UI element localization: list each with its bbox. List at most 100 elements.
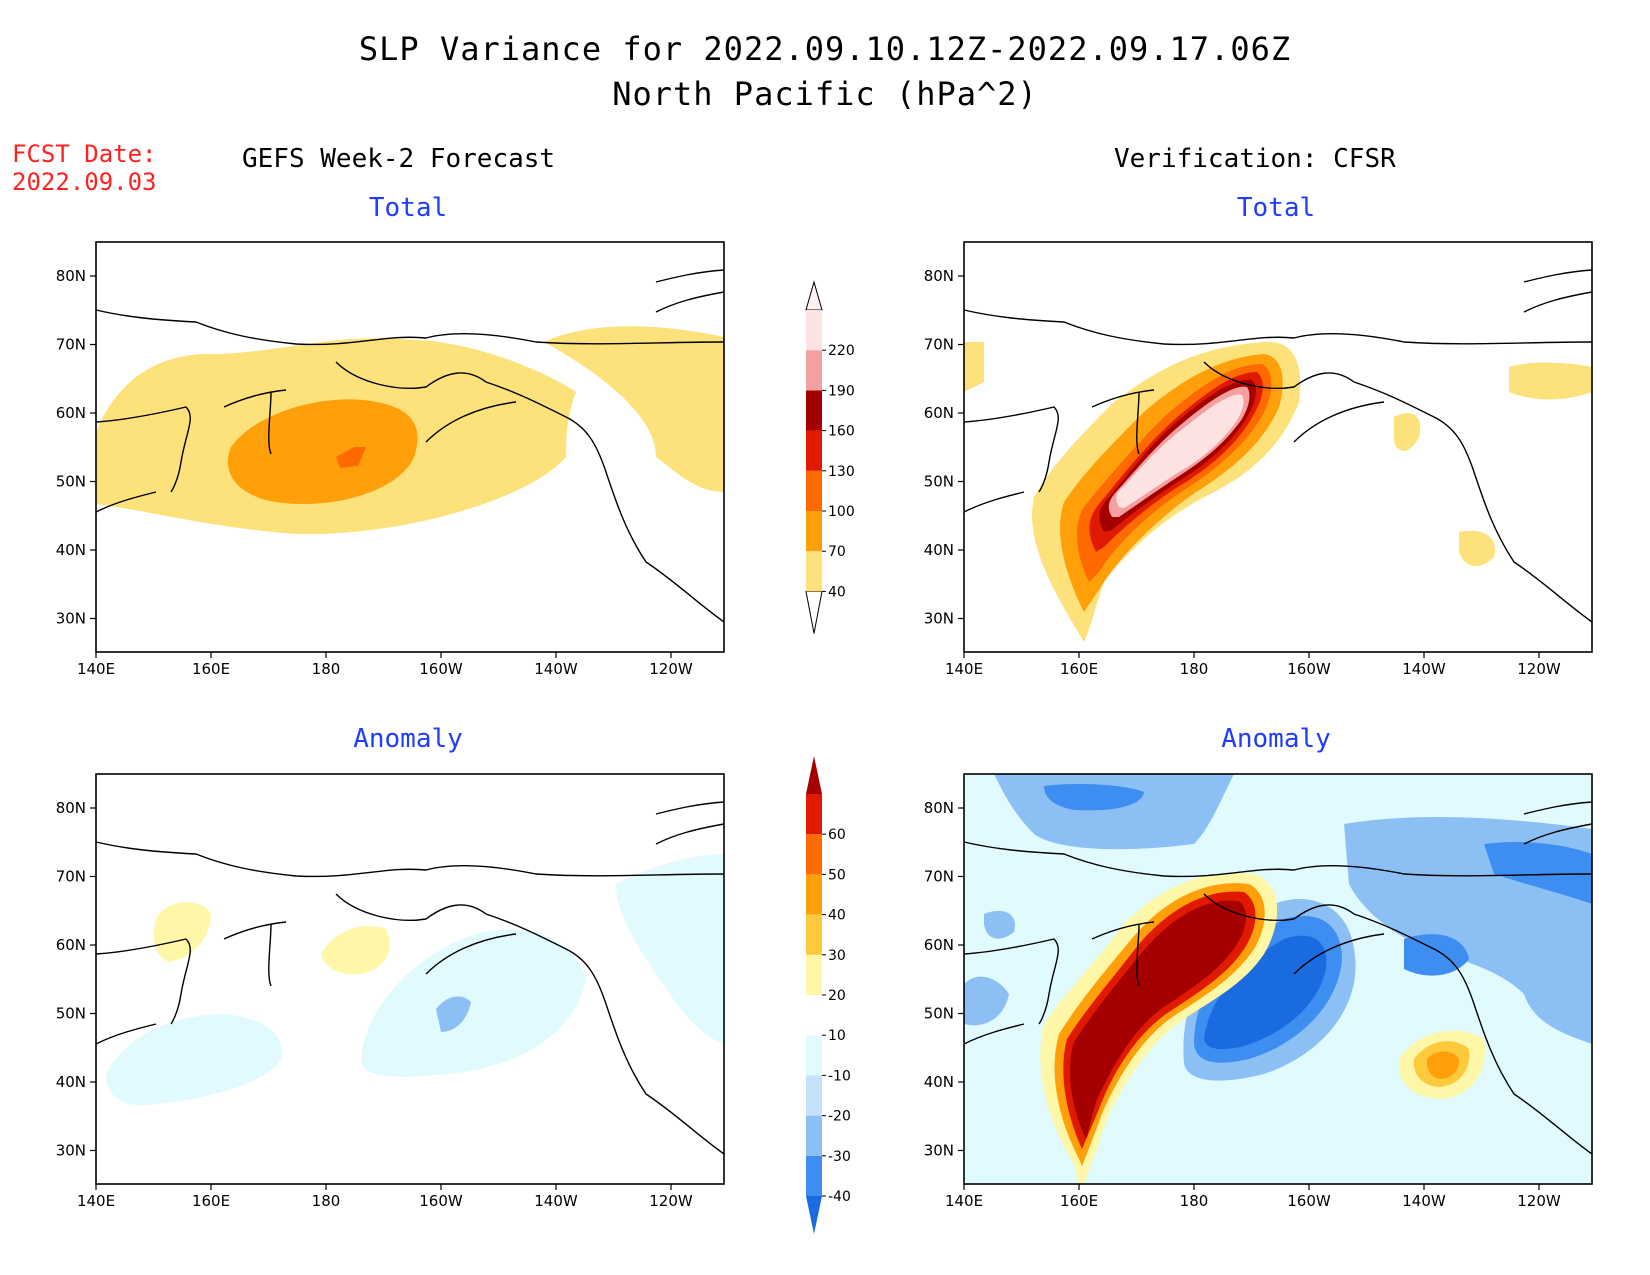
lon-label: 140W	[534, 1192, 578, 1210]
colorbar-bin	[806, 551, 822, 592]
panel-title-gefs-total: Total	[368, 193, 448, 223]
contour-10	[153, 902, 211, 962]
lat-label: 60N	[56, 404, 86, 422]
map-gefs-anomaly: 80N 70N 60N 50N 40N 30N 140E 160E 180 160W 140W 120…	[56, 773, 725, 1210]
contour-100	[336, 447, 366, 468]
contour-minus20	[436, 996, 471, 1032]
colorbar-label: -40	[828, 1189, 851, 1205]
colorbar-lower-tip	[806, 1196, 822, 1234]
lon-label: 140W	[1402, 1192, 1446, 1210]
lon-label: 160W	[1287, 1192, 1331, 1210]
forecast-date-value: 2022.09.03	[12, 168, 157, 196]
contour-minus10	[616, 854, 724, 1044]
lat-label: 30N	[56, 610, 86, 628]
colorbar-label: 50	[828, 867, 846, 883]
map-frame	[963, 773, 1593, 1185]
colorbar-label: 30	[828, 948, 846, 964]
coastline	[963, 269, 1593, 623]
contour-30	[1426, 1051, 1459, 1079]
panel-title-gefs-anomaly: Anomaly	[353, 724, 463, 754]
lat-label: 70N	[924, 336, 954, 354]
coastline	[95, 801, 725, 1155]
lon-label: 140W	[534, 660, 578, 678]
lon-label: 120W	[649, 660, 693, 678]
column-title-forecast: GEFS Week-2 Forecast	[242, 144, 556, 174]
colorbar-label: 70	[828, 544, 846, 560]
lat-label: 40N	[56, 1073, 86, 1091]
lon-label: 160W	[1287, 660, 1331, 678]
lon-label: 120W	[1517, 660, 1561, 678]
lon-label: 160W	[419, 660, 463, 678]
contour-70	[227, 399, 418, 505]
colorbar-bin	[806, 874, 822, 915]
colorbar-label: 10	[828, 1028, 846, 1044]
lon-label: 160E	[192, 1192, 230, 1210]
map-frame	[95, 773, 725, 1185]
colorbar-bin	[806, 1075, 822, 1116]
contour-40	[1459, 530, 1495, 567]
main-subtitle: North Pacific (hPa^2)	[612, 75, 1038, 113]
colorbar-total: 40 70 100 130 160 190 220	[805, 280, 855, 634]
column-title-verification: Verification: CFSR	[1114, 144, 1396, 174]
colorbar-bin	[806, 1035, 822, 1076]
colorbar-label: 190	[828, 383, 855, 399]
colorbar-label: -10	[828, 1068, 851, 1084]
contour-minus30	[1484, 842, 1592, 904]
map-frame	[95, 241, 725, 653]
contour-10	[321, 925, 390, 975]
colorbar-bin	[806, 430, 822, 471]
contour-minus30	[1404, 934, 1469, 976]
lat-label: 30N	[56, 1142, 86, 1160]
contour-40	[1509, 362, 1592, 400]
contour-40	[1394, 413, 1421, 451]
lon-label: 140W	[1402, 660, 1446, 678]
colorbar-bin	[806, 914, 822, 955]
contour-220	[1116, 394, 1244, 508]
colorbar-lower-tip	[805, 590, 823, 634]
lat-label: 40N	[56, 541, 86, 559]
colorbar-bin	[806, 954, 822, 995]
contour-minus30	[1044, 784, 1144, 811]
lat-label: 80N	[924, 267, 954, 285]
colorbar-bin	[806, 390, 822, 431]
colorbar-bin	[806, 834, 822, 875]
lat-label: 60N	[924, 936, 954, 954]
colorbar-bin	[806, 995, 822, 1036]
lat-label: 70N	[56, 336, 86, 354]
lat-label: 80N	[56, 799, 86, 817]
lon-label: 140E	[77, 1192, 115, 1210]
lon-label: 160E	[192, 660, 230, 678]
lat-label: 70N	[56, 868, 86, 886]
lon-label: 180	[1180, 1192, 1209, 1210]
lat-label: 40N	[924, 541, 954, 559]
lon-label: 180	[312, 660, 341, 678]
colorbar-label: 20	[828, 988, 846, 1004]
colorbar-label: 100	[828, 504, 855, 520]
contour-minus20	[964, 976, 1009, 1026]
lat-label: 50N	[56, 1005, 86, 1023]
lat-label: 30N	[924, 610, 954, 628]
colorbar-label: 130	[828, 464, 855, 480]
lat-label: 30N	[924, 1142, 954, 1160]
map-cfsr-total: 80N 70N 60N 50N 40N 30N 140E 160E 180 160W 140W 120…	[924, 241, 1593, 678]
contour-60	[1070, 900, 1247, 1139]
colorbar-label: -20	[828, 1109, 851, 1125]
lat-label: 80N	[56, 267, 86, 285]
contour-40	[544, 326, 724, 492]
lat-label: 50N	[924, 473, 954, 491]
colorbar-bin	[806, 310, 822, 351]
colorbar-bin	[806, 470, 822, 511]
lat-label: 60N	[56, 936, 86, 954]
colorbar-bin	[806, 350, 822, 391]
colorbar-bin	[806, 794, 822, 835]
colorbar-bin	[806, 1115, 822, 1156]
lon-label: 180	[1180, 660, 1209, 678]
colorbar-label: 220	[828, 343, 855, 359]
lon-label: 180	[312, 1192, 341, 1210]
colorbar-label: 40	[828, 584, 846, 600]
contour-minus20	[984, 910, 1015, 939]
colorbar-label: -30	[828, 1149, 851, 1165]
lon-label: 120W	[649, 1192, 693, 1210]
lat-label: 80N	[924, 799, 954, 817]
contour-minus40	[1204, 935, 1327, 1050]
